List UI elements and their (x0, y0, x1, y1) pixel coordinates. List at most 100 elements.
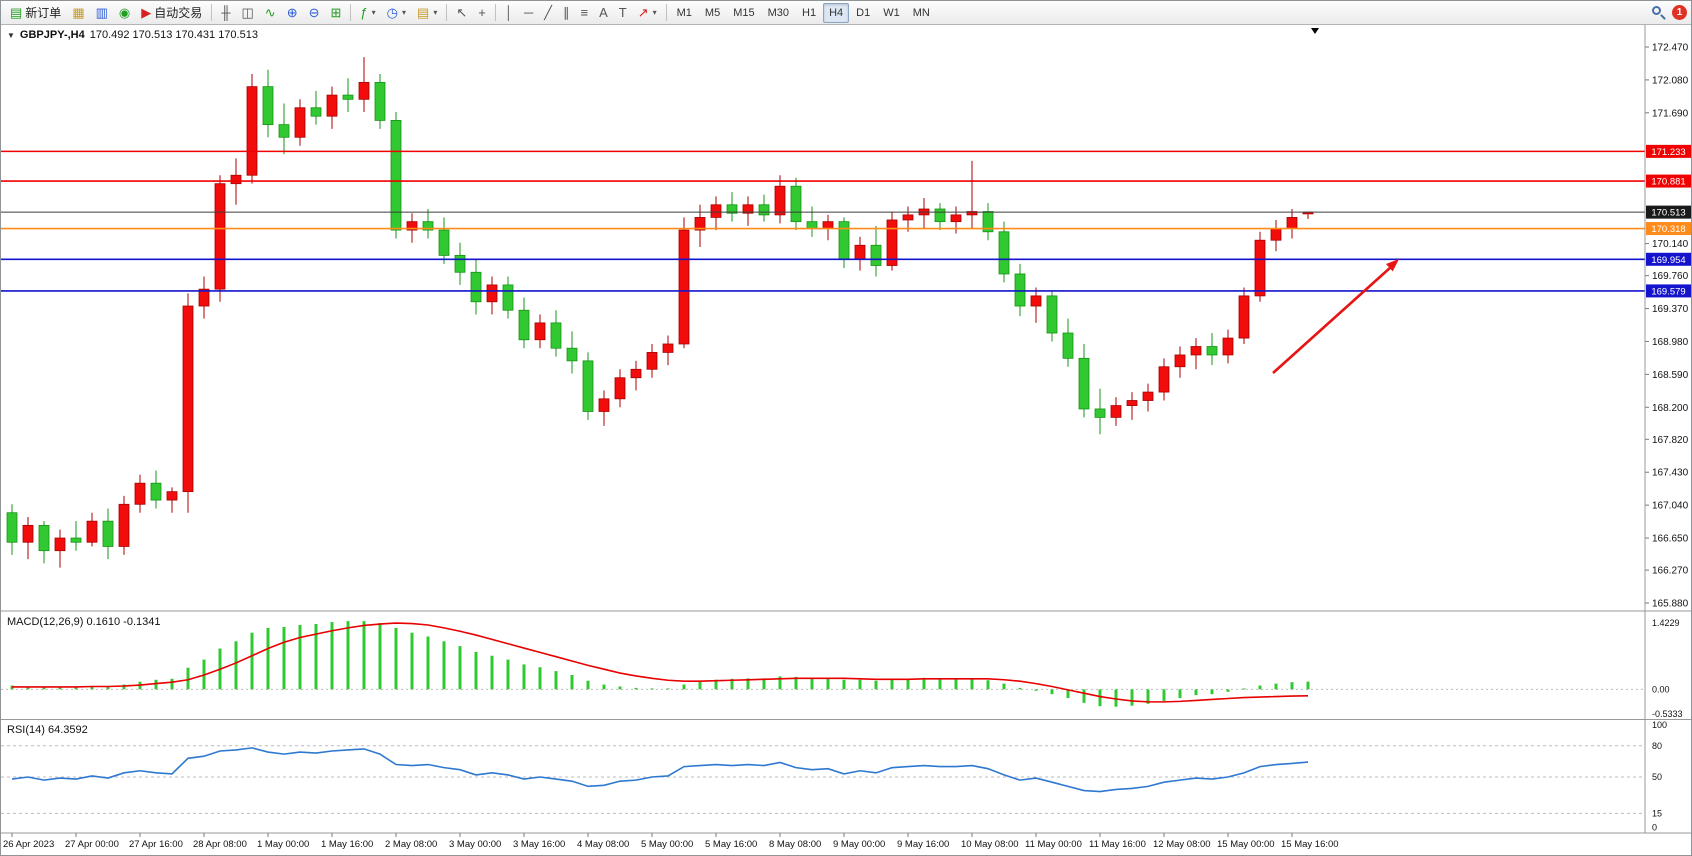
candlestick-button[interactable]: ◫ (236, 3, 258, 23)
timeframe-m15-button[interactable]: M15 (727, 3, 760, 23)
time-tick: 10 May 08:00 (961, 839, 1019, 850)
price-tick: 165.880 (1652, 599, 1689, 610)
tile-windows-icon: ⊞ (330, 5, 342, 20)
periods-button[interactable]: ◷ ▾ (382, 3, 411, 23)
svg-text:170.318: 170.318 (1651, 224, 1685, 235)
notification-badge[interactable]: 1 (1672, 5, 1687, 20)
timeframe-mn-button[interactable]: MN (907, 3, 936, 23)
time-tick: 27 Apr 00:00 (65, 839, 119, 850)
zoom-out-icon: ⊖ (308, 5, 320, 20)
timeframe-h1-button[interactable]: H1 (796, 3, 822, 23)
navigator-button[interactable]: ◉ (114, 3, 135, 23)
market-watch-icon: ▦ (72, 5, 85, 20)
macd-signal-line (12, 622, 1309, 703)
vertical-line-icon: │ (504, 5, 513, 20)
toolbar-separator (665, 4, 667, 21)
svg-text:15: 15 (1652, 808, 1662, 818)
price-tick: 170.140 (1652, 239, 1689, 250)
price-badge (1646, 284, 1691, 298)
toolbar-separator (211, 4, 213, 21)
zoom-out-button[interactable]: ⊖ (304, 3, 325, 23)
horizontal-line-icon: ─ (523, 5, 534, 20)
time-tick: 1 May 00:00 (257, 839, 309, 850)
time-tick: 2 May 08:00 (385, 839, 437, 850)
timeframe-m1-button[interactable]: M1 (671, 3, 698, 23)
time-tick: 8 May 08:00 (769, 839, 821, 850)
price-badge (1646, 222, 1691, 236)
time-tick: 5 May 16:00 (705, 839, 757, 850)
market-watch-button[interactable]: ▦ (67, 3, 89, 23)
autotrade-icon: ▶ (141, 5, 152, 20)
crosshair-icon: + (478, 5, 486, 20)
cursor-tool-button[interactable]: ↖ (451, 3, 472, 23)
trendline-tool-button[interactable]: ╱ (539, 3, 557, 23)
zoom-in-icon: ⊕ (286, 5, 298, 20)
time-tick: 27 Apr 16:00 (129, 839, 183, 850)
price-tick: 172.080 (1652, 75, 1689, 86)
price-tick: 167.430 (1652, 468, 1689, 479)
chevron-down-icon: ▾ (402, 8, 407, 17)
autotrade-button[interactable]: ▶ 自动交易 (136, 3, 207, 23)
price-tick: 172.470 (1652, 43, 1689, 54)
chevron-down-icon: ▾ (433, 8, 438, 17)
time-tick: 26 Apr 2023 (3, 839, 54, 850)
tile-windows-button[interactable]: ⊞ (326, 3, 347, 23)
templates-button[interactable]: ▤ ▾ (412, 3, 442, 23)
annotation-arrow[interactable] (1272, 266, 1392, 374)
bar-chart-icon: ╫ (221, 5, 231, 20)
price-tick: 169.370 (1652, 304, 1689, 315)
svg-text:-0.5333: -0.5333 (1652, 709, 1683, 719)
navigator-icon: ◉ (118, 5, 131, 20)
trendline-icon: ╱ (544, 5, 552, 20)
time-tick: 28 Apr 08:00 (193, 839, 247, 850)
autotrade-label: 自动交易 (154, 6, 203, 20)
crosshair-tool-button[interactable]: + (473, 3, 491, 23)
new-order-label: 新订单 (25, 6, 62, 20)
indicators-button[interactable]: ƒ ▾ (355, 3, 380, 23)
vertical-line-tool-button[interactable]: │ (500, 3, 518, 23)
price-tick: 169.760 (1652, 271, 1689, 282)
fibonacci-tool-button[interactable]: ≡ (576, 3, 594, 23)
price-tick: 168.590 (1652, 370, 1689, 381)
templates-icon: ▤ (417, 5, 430, 20)
price-badge (1646, 252, 1691, 266)
zoom-in-button[interactable]: ⊕ (282, 3, 303, 23)
label-icon: T (618, 5, 627, 20)
svg-text:171.233: 171.233 (1651, 147, 1685, 158)
shapes-tool-button[interactable]: ↗ ▾ (633, 3, 662, 23)
horizontal-line-tool-button[interactable]: ─ (519, 3, 538, 23)
svg-text:170.513: 170.513 (1651, 208, 1685, 219)
cursor-icon: ↖ (456, 5, 468, 20)
price-tick: 168.980 (1652, 337, 1689, 348)
label-tool-button[interactable]: T (614, 3, 632, 23)
price-badge (1646, 144, 1691, 158)
data-window-button[interactable]: ▥ (91, 3, 113, 23)
time-tick: 11 May 16:00 (1089, 839, 1146, 850)
bar-chart-button[interactable]: ╫ (216, 3, 235, 23)
time-tick: 9 May 00:00 (833, 839, 885, 850)
search-icon[interactable] (1651, 5, 1666, 20)
price-tick: 171.690 (1652, 108, 1689, 119)
timeframe-h4-button[interactable]: H4 (823, 2, 850, 23)
candlestick-series (6, 57, 1314, 568)
timeframe-m5-button[interactable]: M5 (699, 3, 726, 23)
channel-icon: ∥ (563, 5, 570, 20)
search-handle (1660, 14, 1666, 20)
time-tick: 11 May 00:00 (1025, 839, 1082, 850)
timeframe-d1-button[interactable]: D1 (850, 3, 876, 23)
time-tick: 15 May 00:00 (1217, 839, 1275, 850)
time-tick: 12 May 08:00 (1153, 839, 1211, 850)
new-order-button[interactable]: ▤ 新订单 (5, 3, 66, 23)
text-tool-button[interactable]: A (594, 3, 613, 23)
annotation-arrowhead (1386, 259, 1399, 272)
chart-canvas[interactable]: 172.470 172.080 171.690 170.140 169.760 169.3… (1, 25, 1691, 855)
timeframe-m30-button[interactable]: M30 (762, 3, 795, 23)
channel-tool-button[interactable]: ∥ (558, 3, 575, 23)
timeframe-w1-button[interactable]: W1 (877, 3, 906, 23)
line-chart-button[interactable]: ∿ (260, 3, 281, 23)
time-tick: 9 May 16:00 (897, 839, 949, 850)
periods-icon: ◷ (386, 5, 398, 20)
time-tick: 4 May 08:00 (577, 839, 629, 850)
candlestick-icon: ◫ (241, 5, 254, 20)
